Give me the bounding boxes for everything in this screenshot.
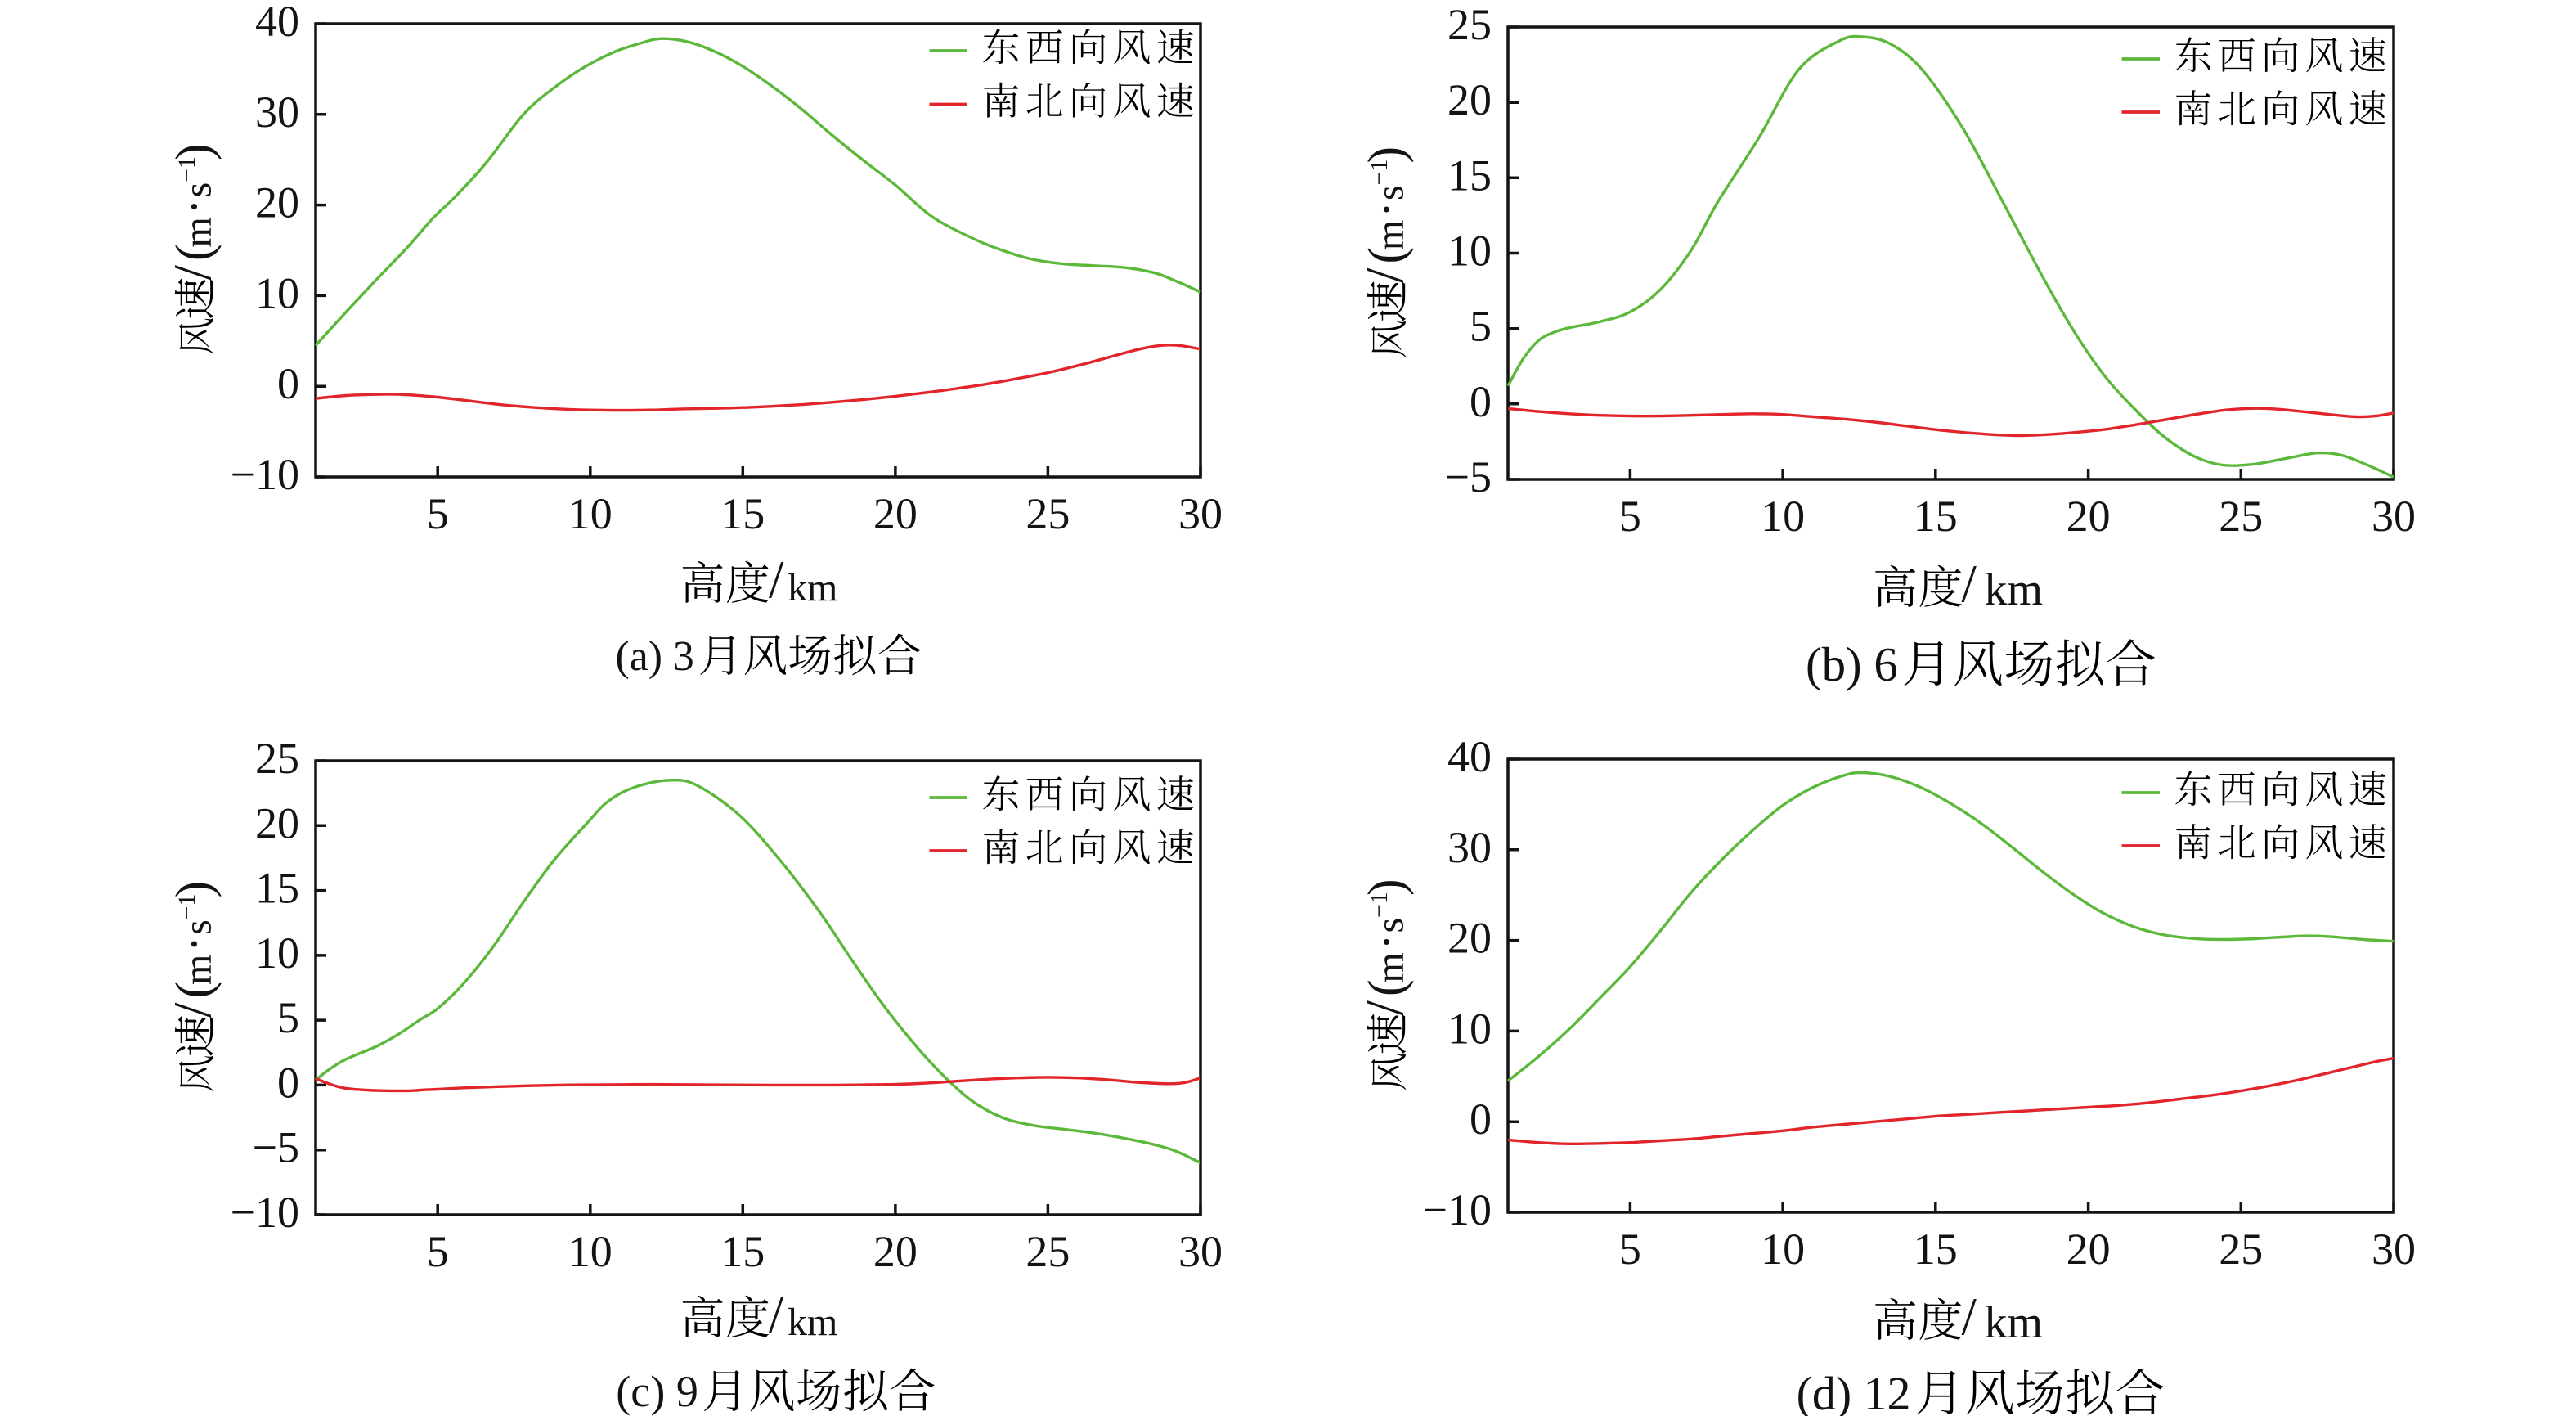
svg-text:/: / bbox=[1356, 1000, 1416, 1016]
svg-text:·: · bbox=[1360, 934, 1414, 951]
svg-text:/: / bbox=[1962, 554, 1977, 614]
svg-text:km: km bbox=[788, 566, 837, 609]
svg-text:(b) 6: (b) 6 bbox=[1806, 638, 1898, 691]
svg-text:): ) bbox=[1359, 879, 1415, 896]
svg-text:20: 20 bbox=[873, 1227, 918, 1276]
svg-text:10: 10 bbox=[568, 1227, 613, 1276]
svg-text:/: / bbox=[1962, 1287, 1977, 1346]
svg-text:15: 15 bbox=[255, 864, 299, 913]
svg-text:s: s bbox=[1369, 918, 1412, 933]
svg-text:30: 30 bbox=[255, 88, 299, 137]
svg-text:·: · bbox=[1360, 201, 1414, 218]
svg-text:10: 10 bbox=[1447, 1004, 1492, 1053]
svg-text:20: 20 bbox=[1447, 75, 1492, 124]
svg-text:km: km bbox=[788, 1301, 837, 1344]
svg-text:): ) bbox=[1359, 146, 1415, 164]
svg-text:·: · bbox=[168, 936, 222, 952]
svg-text:25: 25 bbox=[2219, 1225, 2263, 1274]
svg-text:s: s bbox=[177, 919, 220, 935]
svg-text:25: 25 bbox=[255, 734, 299, 783]
svg-text:/: / bbox=[1356, 267, 1416, 283]
svg-text:−1: −1 bbox=[173, 156, 200, 182]
svg-text:−10: −10 bbox=[1423, 1185, 1492, 1234]
svg-text:10: 10 bbox=[1761, 1225, 1805, 1274]
svg-text:0: 0 bbox=[277, 359, 299, 408]
svg-text:(: ( bbox=[167, 982, 222, 999]
svg-text:(c) 9: (c) 9 bbox=[616, 1367, 698, 1416]
svg-text:km: km bbox=[1985, 1297, 2044, 1348]
svg-text:40: 40 bbox=[1447, 732, 1492, 781]
svg-text:5: 5 bbox=[277, 993, 299, 1042]
svg-text:/: / bbox=[769, 550, 784, 609]
svg-text:15: 15 bbox=[1447, 151, 1492, 200]
svg-text:20: 20 bbox=[1447, 914, 1492, 963]
svg-text:15: 15 bbox=[720, 1227, 765, 1276]
svg-text:25: 25 bbox=[1025, 489, 1070, 538]
svg-text:(: ( bbox=[1359, 979, 1415, 996]
svg-text:10: 10 bbox=[1761, 492, 1805, 541]
svg-text:20: 20 bbox=[255, 178, 299, 227]
svg-text:−1: −1 bbox=[173, 894, 200, 920]
svg-text:25: 25 bbox=[1447, 0, 1492, 49]
svg-text:25: 25 bbox=[2219, 492, 2263, 541]
svg-text:5: 5 bbox=[1619, 492, 1641, 541]
svg-text:−5: −5 bbox=[253, 1123, 299, 1172]
svg-text:(: ( bbox=[1359, 247, 1415, 264]
svg-text:5: 5 bbox=[1470, 302, 1492, 351]
svg-text:0: 0 bbox=[1470, 1095, 1492, 1144]
svg-text:10: 10 bbox=[255, 268, 299, 317]
svg-text:−10: −10 bbox=[231, 450, 299, 499]
svg-text:/: / bbox=[164, 265, 223, 281]
svg-text:30: 30 bbox=[1178, 1227, 1223, 1276]
svg-text:30: 30 bbox=[2372, 1225, 2416, 1274]
svg-text:m: m bbox=[1369, 952, 1412, 982]
svg-text:15: 15 bbox=[720, 489, 765, 538]
svg-text:20: 20 bbox=[873, 489, 918, 538]
svg-text:(: ( bbox=[167, 244, 222, 261]
svg-text:(d) 12: (d) 12 bbox=[1797, 1367, 1911, 1416]
svg-text:30: 30 bbox=[2372, 492, 2416, 541]
svg-text:−1: −1 bbox=[1366, 892, 1393, 918]
svg-text:20: 20 bbox=[2067, 1225, 2111, 1274]
svg-text:25: 25 bbox=[1025, 1227, 1070, 1276]
svg-text:10: 10 bbox=[255, 928, 299, 978]
svg-text:): ) bbox=[167, 881, 222, 898]
svg-text:(a) 3: (a) 3 bbox=[616, 633, 694, 680]
svg-text:30: 30 bbox=[1178, 489, 1223, 538]
svg-text:0: 0 bbox=[1470, 377, 1492, 426]
svg-text:20: 20 bbox=[255, 798, 299, 847]
svg-text:/: / bbox=[769, 1284, 784, 1344]
svg-text:10: 10 bbox=[1447, 227, 1492, 276]
svg-text:20: 20 bbox=[2067, 492, 2111, 541]
svg-text:km: km bbox=[1985, 564, 2044, 615]
svg-text:m: m bbox=[177, 217, 220, 247]
svg-text:−5: −5 bbox=[1445, 452, 1492, 501]
svg-text:10: 10 bbox=[568, 489, 613, 538]
svg-text:40: 40 bbox=[255, 0, 299, 46]
svg-text:·: · bbox=[168, 199, 222, 215]
svg-text:/: / bbox=[164, 1002, 223, 1018]
svg-text:30: 30 bbox=[1447, 823, 1492, 872]
svg-text:5: 5 bbox=[1619, 1225, 1641, 1274]
svg-text:0: 0 bbox=[277, 1058, 299, 1107]
svg-text:15: 15 bbox=[1914, 492, 1958, 541]
svg-text:5: 5 bbox=[427, 489, 449, 538]
svg-text:−10: −10 bbox=[231, 1188, 299, 1237]
svg-text:s: s bbox=[177, 182, 220, 198]
svg-text:s: s bbox=[1369, 185, 1412, 200]
svg-text:15: 15 bbox=[1914, 1225, 1958, 1274]
svg-text:5: 5 bbox=[427, 1227, 449, 1276]
svg-text:−1: −1 bbox=[1366, 160, 1393, 186]
svg-text:): ) bbox=[167, 143, 222, 160]
svg-text:m: m bbox=[177, 955, 220, 985]
svg-text:m: m bbox=[1369, 220, 1412, 250]
